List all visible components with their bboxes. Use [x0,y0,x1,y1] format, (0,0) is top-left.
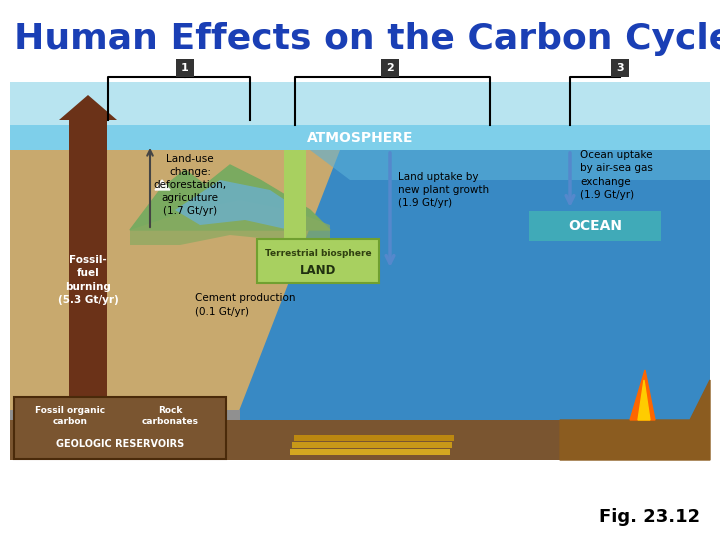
Text: OCEAN: OCEAN [568,219,622,233]
Polygon shape [195,150,710,460]
Text: 1: 1 [181,63,189,73]
Bar [292,442,452,448]
Text: ATMOSPHERE: ATMOSPHERE [307,131,413,145]
Polygon shape [278,260,312,280]
Text: LAND: LAND [300,264,336,276]
Polygon shape [175,180,300,230]
Text: Human Effects on the Carbon Cycle: Human Effects on the Carbon Cycle [14,22,720,56]
Bar [290,449,450,455]
Polygon shape [560,380,710,460]
Text: Fossil-
fuel
burning
(5.3 Gt/yr): Fossil- fuel burning (5.3 Gt/yr) [58,255,118,305]
Polygon shape [10,150,340,460]
Polygon shape [130,200,330,245]
Bar [294,435,454,441]
Polygon shape [130,165,330,230]
Text: Fig. 23.12: Fig. 23.12 [599,508,700,526]
Text: 3: 3 [616,63,624,73]
Bar [381,59,399,77]
FancyBboxPatch shape [529,211,661,241]
Bar [10,410,240,460]
Bar [69,120,107,410]
Bar [284,150,306,260]
Text: 2: 2 [386,63,394,73]
Text: Rock
carbonates: Rock carbonates [142,406,199,426]
Bar [10,125,710,150]
Polygon shape [630,370,655,420]
Polygon shape [59,95,117,120]
Bar [176,59,194,77]
Polygon shape [155,180,170,190]
Text: Terrestrial biosphere: Terrestrial biosphere [265,249,372,258]
Text: GEOLOGIC RESERVOIRS: GEOLOGIC RESERVOIRS [56,439,184,449]
Text: Cement production
(0.1 Gt/yr): Cement production (0.1 Gt/yr) [195,293,295,316]
Text: Fossil organic
carbon: Fossil organic carbon [35,406,105,426]
Text: Ocean uptake
by air-sea gas
exchange
(1.9 Gt/yr): Ocean uptake by air-sea gas exchange (1.… [580,150,653,200]
Text: Land-use
change:
deforestation,
agriculture
(1.7 Gt/yr): Land-use change: deforestation, agricult… [153,153,227,217]
Bar [10,420,710,460]
Polygon shape [310,150,710,180]
Text: Land uptake by
new plant growth
(1.9 Gt/yr): Land uptake by new plant growth (1.9 Gt/… [398,172,489,208]
FancyBboxPatch shape [257,239,379,283]
FancyBboxPatch shape [14,397,226,459]
Bar [10,82,710,460]
Bar [611,59,629,77]
Polygon shape [638,380,650,420]
